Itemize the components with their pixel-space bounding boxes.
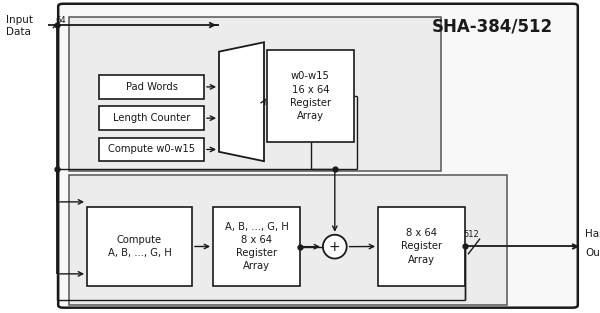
- Bar: [87, 207, 192, 286]
- Text: Length Counter: Length Counter: [113, 113, 190, 123]
- Ellipse shape: [323, 235, 347, 259]
- Bar: [99, 75, 204, 99]
- Bar: [69, 175, 507, 305]
- Bar: [378, 207, 465, 286]
- Bar: [213, 207, 300, 286]
- Text: SHA-384/512: SHA-384/512: [431, 18, 553, 36]
- Polygon shape: [219, 42, 264, 161]
- Text: A, B, ..., G, H
8 x 64
Register
Array: A, B, ..., G, H 8 x 64 Register Array: [224, 222, 289, 271]
- Bar: [99, 106, 204, 130]
- Text: +: +: [329, 240, 341, 254]
- Bar: [99, 138, 204, 161]
- Text: Hash: Hash: [585, 229, 600, 239]
- Text: Input: Input: [6, 15, 33, 25]
- Text: Output: Output: [585, 248, 600, 258]
- Text: Pad Words: Pad Words: [125, 82, 178, 92]
- Text: w0-w15
16 x 64
Register
Array: w0-w15 16 x 64 Register Array: [290, 71, 331, 121]
- Text: Data: Data: [6, 27, 31, 37]
- Text: Compute w0-w15: Compute w0-w15: [108, 145, 195, 154]
- Text: Compute
A, B, ..., G, H: Compute A, B, ..., G, H: [107, 235, 172, 258]
- Bar: [267, 50, 354, 142]
- Bar: [69, 17, 441, 171]
- Text: 64: 64: [56, 16, 67, 25]
- Text: 8 x 64
Register
Array: 8 x 64 Register Array: [401, 228, 442, 265]
- FancyBboxPatch shape: [58, 4, 578, 308]
- Text: 512: 512: [463, 230, 479, 239]
